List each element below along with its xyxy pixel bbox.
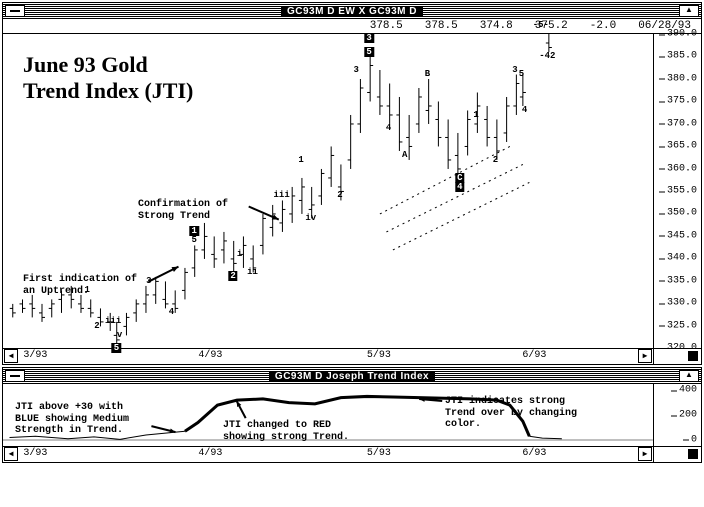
wave-label: 5	[519, 69, 524, 79]
scroll-corner[interactable]	[653, 348, 701, 364]
wave-label: iii	[274, 190, 290, 200]
wave-label: 4	[455, 182, 464, 192]
upper-chart-area: June 93 Gold Trend Index (JTI) 320.0325.…	[3, 34, 701, 364]
upper-titlebar[interactable]: GC93M D EW X GC93M D	[3, 3, 701, 19]
maximize-icon[interactable]	[679, 5, 699, 17]
system-menu-icon[interactable]	[5, 5, 25, 17]
ytick: 325.0	[667, 320, 697, 331]
system-menu-icon[interactable]	[5, 370, 25, 382]
ytick: 340.0	[667, 253, 697, 264]
upper-x-axis: ◀ ▶ 3/93 4/93 5/93 6/93	[3, 348, 653, 364]
ytick: 0	[691, 434, 697, 445]
ytick: 200	[679, 410, 697, 421]
indicator-annotation: JTI above +30 withBLUE showing MediumStr…	[15, 402, 129, 437]
scroll-left-icon[interactable]: ◀	[4, 349, 18, 363]
ytick: 375.0	[667, 96, 697, 107]
ytick: 370.0	[667, 118, 697, 129]
xtick: 6/93	[522, 350, 546, 361]
xtick: 4/93	[198, 350, 222, 361]
ytick: 360.0	[667, 163, 697, 174]
wave-label: v	[117, 330, 122, 340]
wave-label: 5	[364, 47, 373, 57]
xtick: 6/93	[522, 448, 546, 459]
xtick: 4/93	[198, 448, 222, 459]
scroll-right-icon[interactable]: ▶	[638, 349, 652, 363]
ytick: 355.0	[667, 186, 697, 197]
upper-title-text: GC93M D EW X GC93M D	[281, 6, 423, 17]
lower-title-text: GC93M D Joseph Trend Index	[269, 371, 435, 382]
chart-main-title: June 93 Gold Trend Index (JTI)	[23, 52, 193, 105]
wave-label: A	[402, 150, 407, 160]
lower-x-axis: ◀ ▶ 3/93 4/93 5/93 6/93	[3, 446, 653, 462]
wave-label: -42	[539, 51, 555, 61]
ytick: 400	[679, 385, 697, 396]
ohlc-header: 378.5 378.5 374.8 375.2 -2.0 06/28/93	[3, 19, 701, 34]
wave-label: 4	[522, 105, 527, 115]
wave-label: iv	[305, 213, 316, 223]
wave-label: 3	[364, 33, 373, 43]
maximize-icon[interactable]	[679, 370, 699, 382]
ohlc-change: -2.0	[590, 20, 616, 32]
ytick: 350.0	[667, 208, 697, 219]
lower-y-axis: 0 200 400	[653, 384, 701, 446]
wave-label: 3	[146, 276, 151, 286]
chart-annotation: First indication ofan Uptrend.	[23, 274, 137, 297]
ohlc-high: 378.5	[425, 20, 458, 32]
ytick: 335.0	[667, 275, 697, 286]
wave-label: 1	[298, 155, 303, 165]
wave-label: 1	[473, 110, 478, 120]
wave-label: 5	[112, 343, 121, 353]
wave-label: i	[237, 249, 242, 259]
xtick: 3/93	[23, 350, 47, 361]
xtick: 3/93	[23, 448, 47, 459]
xtick: 5/93	[367, 448, 391, 459]
xtick: 5/93	[367, 350, 391, 361]
indicator-annotation: JTI changed to REDshowing strong Trend.	[223, 420, 349, 443]
jti-indicator-window: GC93M D Joseph Trend Index 0 200 400 ◀ ▶ 3…	[2, 367, 702, 463]
scroll-corner[interactable]	[653, 446, 701, 462]
wave-label: ii	[247, 267, 258, 277]
scroll-left-icon[interactable]: ◀	[4, 447, 18, 461]
ytick: 330.0	[667, 298, 697, 309]
wave-label: 2	[94, 321, 99, 331]
lower-titlebar[interactable]: GC93M D Joseph Trend Index	[3, 368, 701, 384]
wave-label: 5	[191, 235, 196, 245]
wave-label: 4	[169, 307, 174, 317]
chart-annotation: Confirmation ofStrong Trend	[138, 199, 228, 222]
wave-label: 2	[337, 190, 342, 200]
wave-label: 3	[353, 65, 358, 75]
ytick: 365.0	[667, 141, 697, 152]
wave-label: -5-	[533, 20, 549, 30]
scroll-right-icon[interactable]: ▶	[638, 447, 652, 461]
wave-label: B	[425, 69, 430, 79]
ytick: 390.0	[667, 29, 697, 40]
ytick: 385.0	[667, 51, 697, 62]
price-chart-window: GC93M D EW X GC93M D 378.5 378.5 374.8 3…	[2, 2, 702, 365]
upper-y-axis: 320.0325.0330.0335.0340.0345.0350.0355.0…	[653, 34, 701, 348]
lower-chart-area: 0 200 400 ◀ ▶ 3/93 4/93 5/93 6/93 JTI above +…	[3, 384, 701, 462]
wave-label: iii	[105, 316, 121, 326]
ohlc-open: 378.5	[370, 20, 403, 32]
wave-label: 4	[386, 123, 391, 133]
indicator-annotation: JTI indicates strongTrend over by changi…	[445, 396, 577, 431]
ytick: 380.0	[667, 73, 697, 84]
wave-label: 2	[228, 271, 237, 281]
wave-label: 3	[512, 65, 517, 75]
ohlc-low: 374.8	[480, 20, 513, 32]
ytick: 345.0	[667, 230, 697, 241]
wave-label: 2	[493, 155, 498, 165]
